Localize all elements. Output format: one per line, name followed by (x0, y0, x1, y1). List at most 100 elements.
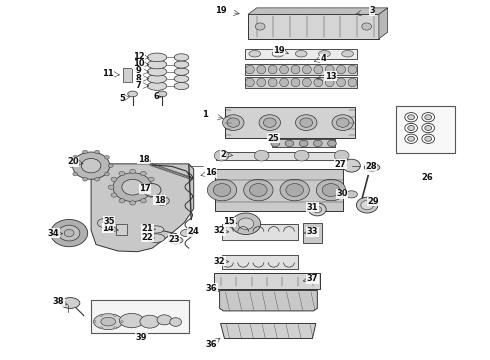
Circle shape (313, 206, 322, 213)
Circle shape (334, 150, 349, 161)
Text: 33: 33 (307, 228, 318, 237)
Circle shape (254, 150, 269, 161)
Ellipse shape (291, 65, 300, 74)
Ellipse shape (337, 78, 345, 87)
Ellipse shape (152, 165, 157, 167)
Ellipse shape (155, 197, 169, 205)
Ellipse shape (178, 174, 183, 175)
Ellipse shape (183, 175, 188, 177)
Ellipse shape (147, 67, 167, 76)
Text: 9: 9 (136, 67, 141, 76)
Circle shape (113, 173, 152, 202)
Text: 2: 2 (220, 150, 226, 159)
Circle shape (111, 177, 117, 181)
Text: 29: 29 (367, 197, 379, 206)
Text: 13: 13 (325, 72, 336, 81)
Ellipse shape (94, 314, 123, 329)
Bar (117, 225, 127, 234)
Bar (216, 152, 347, 159)
Bar (225, 107, 355, 138)
Ellipse shape (272, 50, 284, 57)
Circle shape (255, 23, 265, 30)
Bar (215, 169, 343, 211)
Text: 8: 8 (136, 74, 141, 83)
Circle shape (83, 177, 88, 181)
Text: 21: 21 (142, 224, 153, 233)
Text: 38: 38 (52, 297, 64, 306)
Text: 30: 30 (336, 189, 347, 198)
Circle shape (50, 220, 88, 247)
Circle shape (111, 193, 117, 197)
Text: 39: 39 (136, 333, 147, 342)
Bar (245, 49, 357, 59)
Text: 16: 16 (205, 168, 217, 177)
Ellipse shape (257, 65, 266, 74)
Polygon shape (379, 8, 388, 39)
Ellipse shape (257, 78, 266, 87)
Bar (222, 255, 297, 269)
Ellipse shape (174, 61, 189, 68)
Circle shape (249, 184, 267, 197)
Ellipse shape (175, 172, 180, 175)
Circle shape (207, 179, 237, 201)
Circle shape (425, 115, 432, 120)
Circle shape (114, 314, 117, 316)
Circle shape (322, 184, 340, 197)
Text: 6: 6 (153, 92, 159, 101)
Circle shape (425, 126, 432, 131)
Ellipse shape (172, 171, 177, 174)
Ellipse shape (164, 168, 169, 171)
Text: 25: 25 (268, 134, 279, 143)
Ellipse shape (318, 50, 330, 57)
Circle shape (264, 118, 276, 127)
Circle shape (294, 150, 309, 161)
Ellipse shape (158, 167, 163, 169)
Ellipse shape (147, 82, 167, 90)
Circle shape (121, 320, 123, 323)
Ellipse shape (128, 91, 138, 97)
Ellipse shape (161, 168, 166, 170)
Text: 20: 20 (67, 157, 79, 166)
Text: 37: 37 (307, 274, 318, 283)
Circle shape (104, 172, 109, 176)
Bar (272, 139, 335, 147)
Ellipse shape (148, 226, 164, 233)
Bar (222, 225, 297, 239)
Ellipse shape (249, 50, 261, 57)
Circle shape (141, 199, 147, 203)
Circle shape (130, 169, 136, 174)
Ellipse shape (157, 91, 167, 97)
Ellipse shape (325, 65, 334, 74)
Text: 17: 17 (139, 184, 150, 193)
Circle shape (122, 179, 144, 195)
Circle shape (93, 320, 96, 323)
Bar (248, 14, 379, 39)
Text: 14: 14 (102, 224, 114, 233)
Circle shape (238, 218, 254, 229)
Bar (396, 107, 455, 153)
Bar (303, 223, 322, 243)
Text: 36: 36 (206, 284, 218, 293)
Ellipse shape (174, 68, 189, 75)
Text: 11: 11 (102, 69, 114, 78)
Text: 26: 26 (421, 173, 433, 182)
Ellipse shape (245, 65, 254, 74)
Circle shape (100, 314, 103, 316)
Text: 32: 32 (214, 226, 225, 235)
Circle shape (422, 123, 435, 133)
Ellipse shape (147, 234, 165, 242)
Circle shape (227, 118, 240, 127)
Text: 3: 3 (369, 6, 375, 15)
Text: 23: 23 (169, 235, 180, 244)
Text: 36: 36 (206, 340, 218, 349)
Circle shape (213, 184, 231, 197)
Circle shape (119, 199, 125, 203)
Ellipse shape (337, 65, 345, 74)
Circle shape (114, 327, 117, 329)
Circle shape (309, 203, 326, 216)
Circle shape (425, 136, 432, 141)
Text: 12: 12 (133, 52, 145, 61)
Circle shape (104, 156, 109, 159)
Ellipse shape (169, 171, 174, 173)
Ellipse shape (140, 315, 159, 328)
